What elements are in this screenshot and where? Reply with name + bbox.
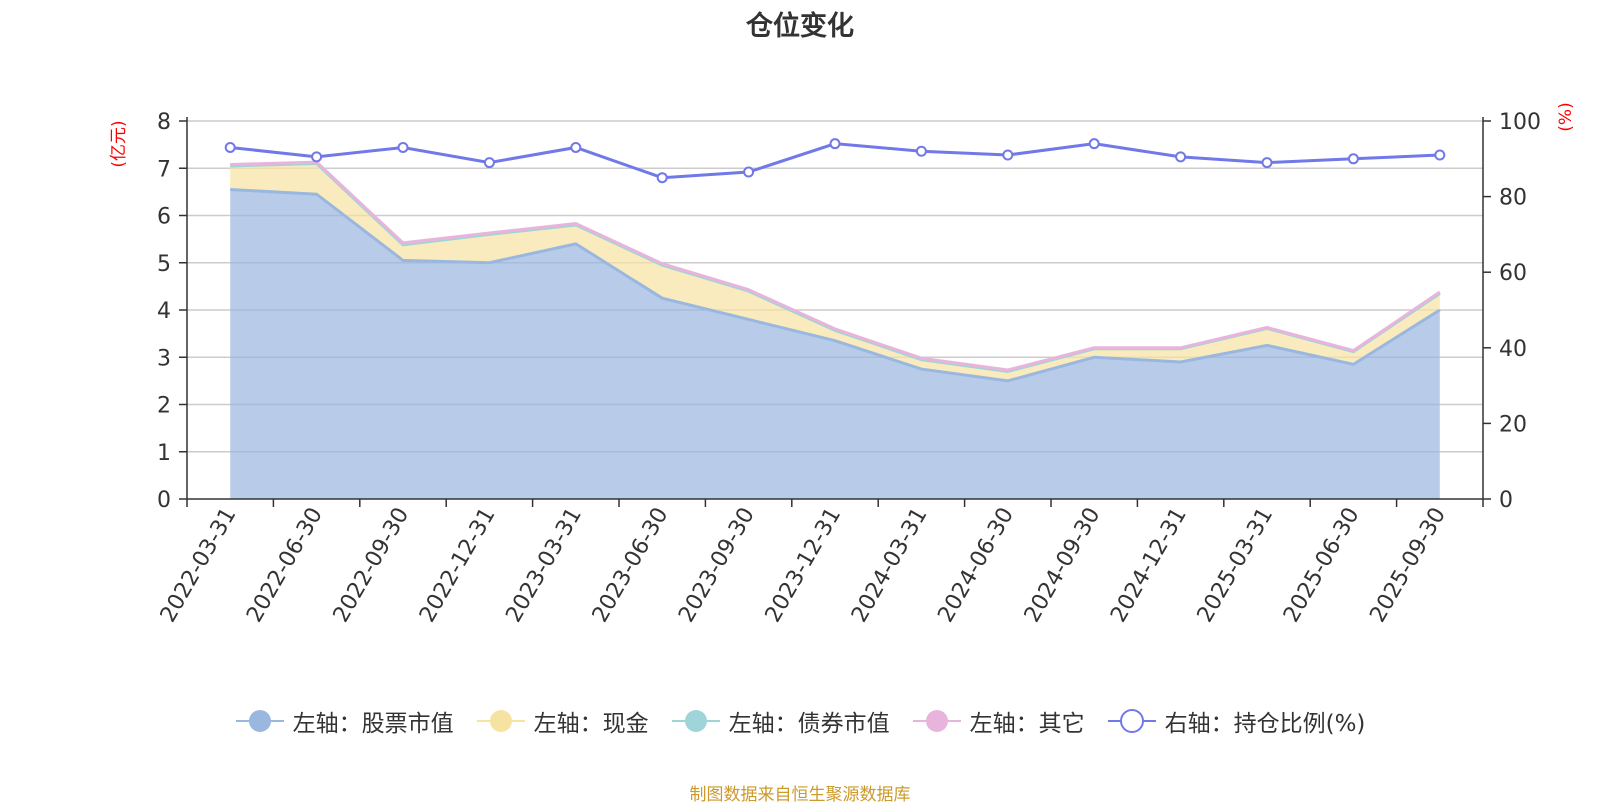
right-tick-label: 100 <box>1499 110 1541 135</box>
legend-label: 左轴：现金 <box>533 711 649 737</box>
line-左轴：其它 <box>230 160 1441 372</box>
x-tick-label: 2023-06-30 <box>588 504 674 627</box>
x-tick-label: 2025-06-30 <box>1279 504 1365 627</box>
right-axis-unit: (%) <box>1556 102 1576 131</box>
line-左轴：股票市值 <box>230 188 1441 383</box>
x-tick-label: 2022-09-30 <box>329 504 415 627</box>
data-point <box>829 138 841 150</box>
data-point <box>1002 149 1014 161</box>
data-point <box>224 141 236 153</box>
x-tick-label: 2023-09-30 <box>674 504 760 627</box>
legend-item[interactable]: 左轴：股票市值 <box>235 704 454 738</box>
area-左轴：现金 <box>230 163 1440 381</box>
x-tick-label: 2022-12-31 <box>415 504 501 627</box>
data-point <box>1347 153 1359 165</box>
legend-marker-icon <box>476 710 525 732</box>
left-tick-label: 4 <box>157 299 171 324</box>
legend-label: 左轴：其它 <box>969 711 1085 737</box>
x-tick-label: 2024-09-30 <box>1020 504 1106 627</box>
legend-marker-icon <box>1107 709 1156 733</box>
x-tick-label: 2022-06-30 <box>242 504 328 627</box>
data-point <box>397 141 409 153</box>
data-point <box>1088 138 1100 150</box>
data-point <box>1175 151 1187 163</box>
x-tick-label: 2024-06-30 <box>933 504 1019 627</box>
x-tick-label: 2024-12-31 <box>1106 504 1192 627</box>
left-tick-label: 8 <box>157 110 171 135</box>
data-point <box>1261 157 1273 169</box>
x-tick-label: 2025-03-31 <box>1193 504 1279 627</box>
data-point <box>483 157 495 169</box>
data-point <box>743 166 755 178</box>
series-lines <box>224 138 1446 383</box>
x-tick-label: 2023-03-31 <box>501 504 587 627</box>
right-tick-label: 20 <box>1499 412 1527 437</box>
chart-title: 仓位变化 <box>746 11 854 42</box>
left-tick-label: 3 <box>157 346 171 371</box>
legend-label: 左轴：债券市值 <box>728 711 890 737</box>
left-tick-label: 2 <box>157 394 171 419</box>
legend-item[interactable]: 左轴：债券市值 <box>671 704 890 738</box>
x-tick-label: 2022-03-31 <box>156 504 242 627</box>
data-point <box>311 151 323 163</box>
legend-marker-icon <box>671 710 720 732</box>
left-tick-label: 7 <box>157 157 171 182</box>
left-tick-label: 1 <box>157 441 171 466</box>
area-左轴：股票市值 <box>230 189 1440 499</box>
legend-item[interactable]: 右轴：持仓比例(%) <box>1107 704 1366 738</box>
data-source-note: 制图数据来自恒生聚源数据库 <box>689 785 911 805</box>
right-tick-label: 60 <box>1499 261 1527 286</box>
legend-item[interactable]: 左轴：其它 <box>912 704 1085 738</box>
x-tick-label: 2023-12-31 <box>761 504 847 627</box>
legend-marker-icon <box>912 710 961 732</box>
x-tick-label: 2025-09-30 <box>1365 504 1451 627</box>
data-point <box>656 172 668 184</box>
legend-label: 右轴：持仓比例(%) <box>1164 711 1366 737</box>
data-point <box>1434 149 1446 161</box>
legend-item[interactable]: 左轴：现金 <box>476 704 649 738</box>
legend-marker-icon <box>235 710 284 732</box>
right-tick-label: 0 <box>1499 488 1513 513</box>
right-tick-label: 40 <box>1499 337 1527 362</box>
left-axis-unit: (亿元) <box>109 120 129 167</box>
left-tick-label: 6 <box>157 205 171 230</box>
legend: 左轴：股票市值 左轴：现金 左轴：债券市值 左轴：其它 右轴：持仓比例(%) <box>0 704 1600 738</box>
data-point <box>570 141 582 153</box>
legend-label: 左轴：股票市值 <box>292 711 454 737</box>
data-point <box>915 145 927 157</box>
x-tick-label: 2024-03-31 <box>847 504 933 627</box>
right-tick-label: 80 <box>1499 186 1527 211</box>
left-tick-label: 5 <box>157 252 171 277</box>
left-tick-label: 0 <box>157 488 171 513</box>
